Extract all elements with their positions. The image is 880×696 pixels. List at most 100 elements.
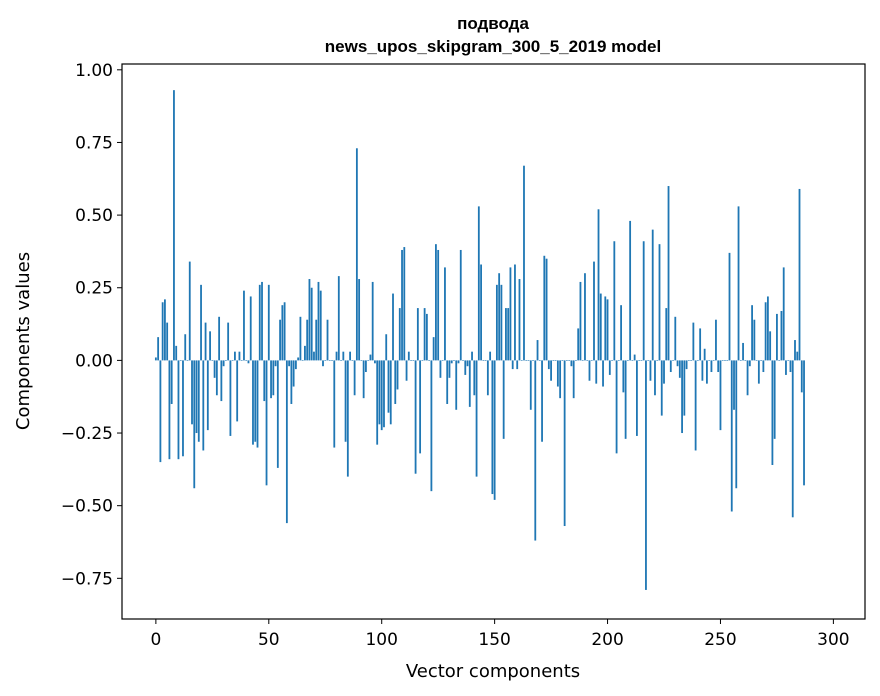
bar-component-108	[398, 308, 401, 361]
x-tick-label: 0	[150, 630, 161, 650]
bar-component-192	[588, 360, 591, 381]
bar-component-269	[762, 360, 765, 373]
bar-component-46	[258, 284, 261, 361]
bar-component-110	[403, 247, 406, 361]
bar-component-168	[534, 360, 537, 541]
bar-component-242	[701, 360, 704, 381]
bar-component-64	[299, 316, 302, 361]
bar-component-278	[782, 267, 785, 361]
bar-component-30	[222, 360, 225, 367]
bar-component-172	[543, 255, 546, 361]
bar-component-13	[184, 334, 187, 361]
bar-component-61	[292, 360, 295, 387]
bar-component-131	[450, 360, 453, 364]
bar-component-7	[170, 360, 173, 404]
bar-component-231	[676, 360, 679, 367]
bar-component-160	[516, 360, 519, 370]
bar-component-20	[200, 284, 202, 361]
bar-component-142	[475, 360, 478, 477]
bar-component-267	[757, 360, 760, 384]
bar-component-173	[545, 258, 548, 361]
bar-component-249	[717, 360, 720, 373]
bar-component-89	[355, 148, 358, 361]
bar-component-85	[346, 360, 349, 477]
bar-component-94	[367, 360, 370, 361]
bar-component-271	[766, 296, 769, 361]
bar-component-183	[568, 360, 571, 361]
bar-component-98	[376, 360, 379, 445]
bar-component-137	[464, 360, 467, 375]
x-tick-label: 100	[365, 630, 397, 650]
bar-component-65	[301, 360, 304, 361]
bar-component-193	[590, 360, 593, 361]
bar-component-243	[703, 348, 706, 361]
bar-component-135	[459, 249, 462, 361]
bar-component-68	[308, 279, 311, 361]
bar-component-202	[611, 360, 613, 361]
bar-component-96	[371, 281, 374, 361]
y-tick-label: 0.75	[75, 133, 113, 153]
bar-component-29	[220, 360, 223, 402]
bar-component-111	[405, 360, 408, 381]
bar-component-58	[285, 360, 288, 524]
bar-component-227	[667, 186, 670, 361]
bar-component-206	[620, 305, 622, 361]
bar-component-281	[789, 360, 792, 373]
bar-component-120	[425, 313, 428, 361]
bar-component-255	[730, 360, 733, 512]
x-axis-ticks: 0 50 100 150 200 250 300	[150, 619, 850, 650]
bar-component-221	[654, 360, 656, 396]
bar-component-215	[640, 360, 643, 361]
bar-component-77	[328, 360, 331, 361]
bar-component-189	[581, 360, 584, 361]
bar-component-74	[322, 360, 324, 367]
bar-component-279	[785, 360, 787, 375]
bar-component-276	[778, 360, 781, 361]
bar-component-114	[412, 360, 415, 361]
bar-component-113	[410, 360, 412, 361]
bar-component-217	[645, 360, 647, 590]
bar-component-11	[179, 360, 182, 361]
bar-component-81	[337, 276, 340, 361]
bar-component-283	[794, 340, 796, 361]
bar-component-42	[249, 296, 252, 361]
bar-component-45	[256, 360, 259, 448]
bar-component-101	[383, 360, 385, 428]
bar-component-195	[595, 360, 598, 384]
bar-component-133	[455, 360, 458, 410]
bar-component-109	[401, 249, 403, 361]
bar-component-72	[317, 281, 320, 361]
bar-component-179	[559, 360, 562, 399]
bar-component-187	[577, 328, 580, 361]
bar-component-151	[495, 284, 498, 361]
bar-component-209	[626, 360, 629, 361]
bar-component-259	[739, 360, 742, 361]
bar-component-47	[261, 281, 263, 361]
bar-component-33	[229, 360, 232, 436]
bar-component-224	[660, 360, 663, 416]
bar-component-248	[715, 319, 717, 361]
bar-component-121	[428, 360, 431, 361]
x-tick-label: 200	[591, 630, 623, 650]
bar-component-257	[735, 360, 738, 489]
bar-component-191	[586, 360, 589, 361]
bar-component-49	[265, 360, 268, 486]
bar-component-273	[771, 360, 774, 465]
bar-component-186	[575, 360, 577, 361]
bar-component-222	[656, 360, 659, 361]
bar-component-41	[247, 360, 250, 364]
x-tick-label: 50	[258, 630, 280, 650]
bar-component-1	[157, 337, 160, 361]
bar-component-280	[787, 360, 790, 361]
chart-title-line-1: подвода	[457, 14, 529, 33]
bar-component-175	[550, 360, 552, 381]
bar-component-40	[245, 360, 248, 361]
bar-component-19	[197, 360, 200, 442]
bar-component-180	[561, 360, 564, 361]
bar-component-83	[342, 351, 345, 361]
bar-component-157	[509, 267, 512, 361]
bar-component-55	[279, 319, 281, 361]
bar-component-63	[297, 357, 300, 361]
bar-component-43	[252, 360, 254, 445]
bar-component-171	[541, 360, 543, 442]
